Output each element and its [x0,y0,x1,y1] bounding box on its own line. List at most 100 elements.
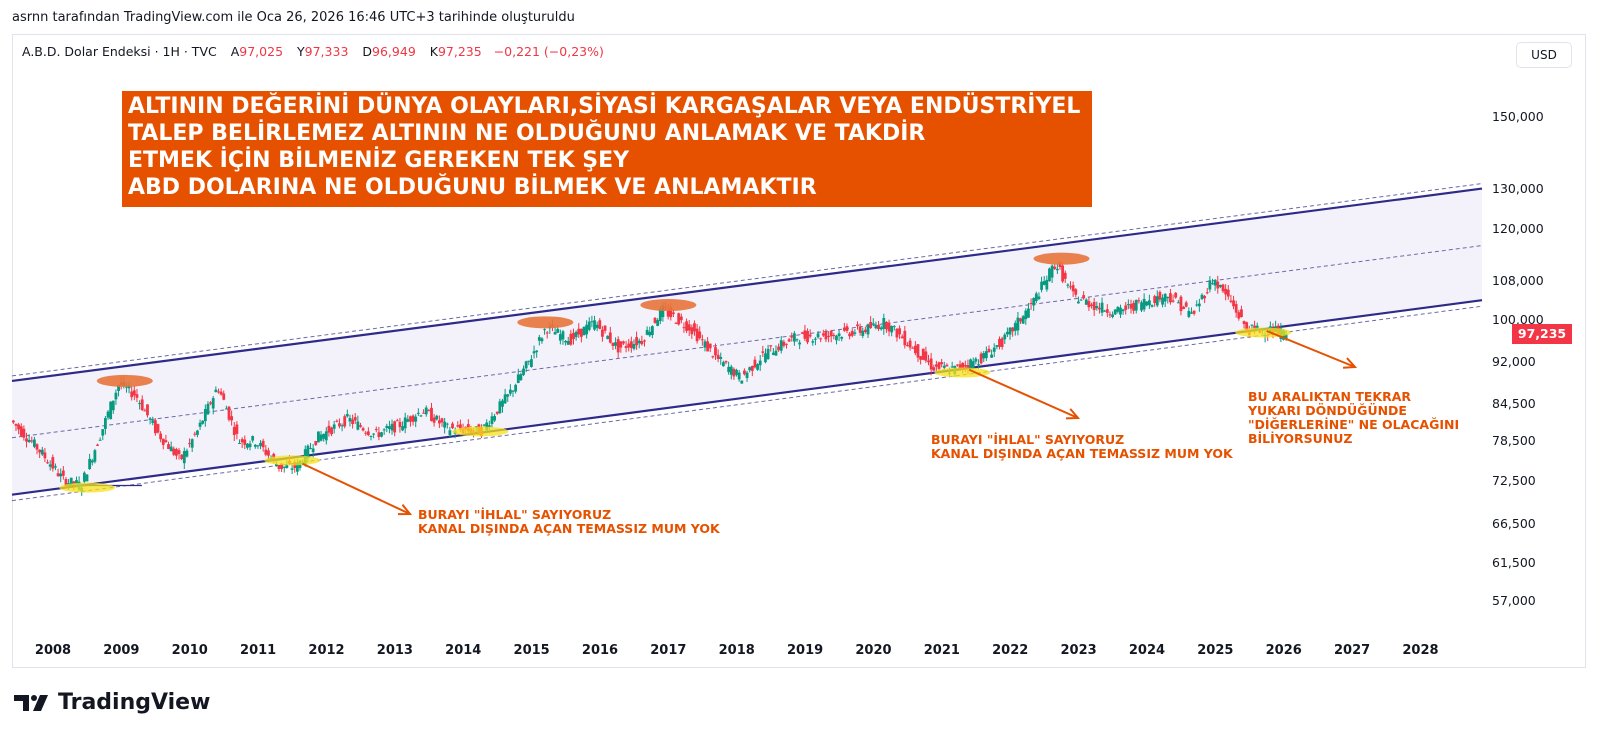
touch-highlight-top[interactable] [96,374,153,387]
price-axis-label: 66,500 [1492,515,1536,531]
candle-body [1197,303,1201,307]
candle-body [627,343,631,348]
candle-body [380,432,383,437]
symbol-name[interactable]: A.B.D. Dolar Endeksi · 1H · TVC [22,44,217,59]
touch-highlight-top[interactable] [640,299,697,312]
candle-body [795,339,799,341]
candle-body [143,410,147,412]
tradingview-logo[interactable]: TradingView [14,690,210,715]
candle-body [59,473,63,477]
candle-body [892,326,896,328]
channel-upper-offset[interactable] [11,183,1483,377]
candle-body [977,364,980,366]
candle-body [1221,284,1225,292]
candle-body [790,336,794,338]
candle-body [340,425,344,427]
candle-body [48,464,52,467]
candle-body [1158,292,1162,300]
candle-body [98,439,102,441]
candle-body [338,423,341,427]
candle-body [769,345,773,347]
candle-body [148,418,152,420]
candle-body [1142,298,1146,310]
candle-body [109,401,113,420]
candle-body [708,343,712,349]
symbol-legend: A.B.D. Dolar Endeksi · 1H · TVC A97,025 … [22,44,604,59]
candle-body [135,394,139,398]
candle-body [606,335,610,339]
candle-body [698,331,702,339]
candle-body [519,374,523,381]
candle-body [516,374,520,384]
candle-body [411,415,415,422]
candle-body [1016,317,1020,331]
arrow-outlook[interactable] [1266,330,1356,368]
channel-upper-line[interactable] [11,187,1483,383]
touch-highlight-bottom[interactable] [934,367,991,378]
candle-body [787,339,791,342]
candle-body [38,449,42,453]
channel-lower-offset[interactable] [11,305,1483,502]
candle-body [1027,308,1030,318]
candle-body [745,372,749,379]
candle-body [1092,301,1096,311]
candle-body [140,399,144,411]
candle-body [219,391,223,395]
candle-body [201,420,205,424]
candle-body [1079,299,1083,301]
candle-body [188,443,191,445]
candle-body [603,325,607,331]
arrow-breach-2021[interactable] [968,368,1079,419]
candle-body [898,328,901,335]
candle-body [700,339,704,341]
time-axis-label: 2020 [855,643,892,658]
annotation-line: BURAYI "İHLAL" SAYIYORUZ [418,507,612,522]
candle-body [674,322,678,324]
currency-button[interactable]: USD [1516,42,1572,68]
annotation-line: "DİĞERLERİNE" NE OLACAĞINI [1248,417,1460,432]
candle-body [624,346,628,349]
candle-body [1169,293,1172,303]
touch-highlight-bottom[interactable] [452,426,509,437]
candle-body [1232,300,1235,307]
candle-body [1098,307,1101,310]
touch-highlight-top[interactable] [517,316,574,329]
candle-body [51,457,55,469]
touch-highlight-bottom[interactable] [264,455,321,466]
candle-body [1040,281,1043,290]
candle-body [1174,292,1178,298]
candle-body [942,365,946,368]
candle-body [238,443,241,445]
arrow-breach-2011[interactable] [302,462,411,515]
candle-body [1066,284,1070,286]
candle-body [1140,302,1143,311]
candle-body [1229,300,1233,302]
touch-highlight-bottom[interactable] [59,482,116,493]
candle-body [824,331,828,340]
candle-body [361,428,365,431]
touch-highlight-top[interactable] [1033,252,1090,265]
candle-body [737,372,741,380]
candle-body [1192,310,1196,314]
low-label: D [362,44,373,59]
time-axis-label: 2009 [103,643,140,658]
touch-highlight-bottom[interactable] [1235,327,1292,338]
price-axis-label: 120,000 [1492,220,1544,236]
candle-body [637,340,641,344]
candle-body [598,320,602,329]
candle-body [25,438,28,442]
candle-body [966,365,970,369]
candle-body [1155,296,1159,306]
candle-body [348,418,352,422]
candle-body [295,462,299,472]
channel-median-line[interactable] [11,245,1483,439]
time-axis-label: 2010 [171,643,208,658]
annotation-line: BU ARALIKTAN TEKRAR [1248,389,1412,404]
candle-body [259,442,262,447]
time-axis-label: 2019 [787,643,824,658]
candle-body [322,433,326,439]
candle-body [1195,304,1199,306]
candle-body [451,423,454,429]
candle-body [146,404,149,416]
